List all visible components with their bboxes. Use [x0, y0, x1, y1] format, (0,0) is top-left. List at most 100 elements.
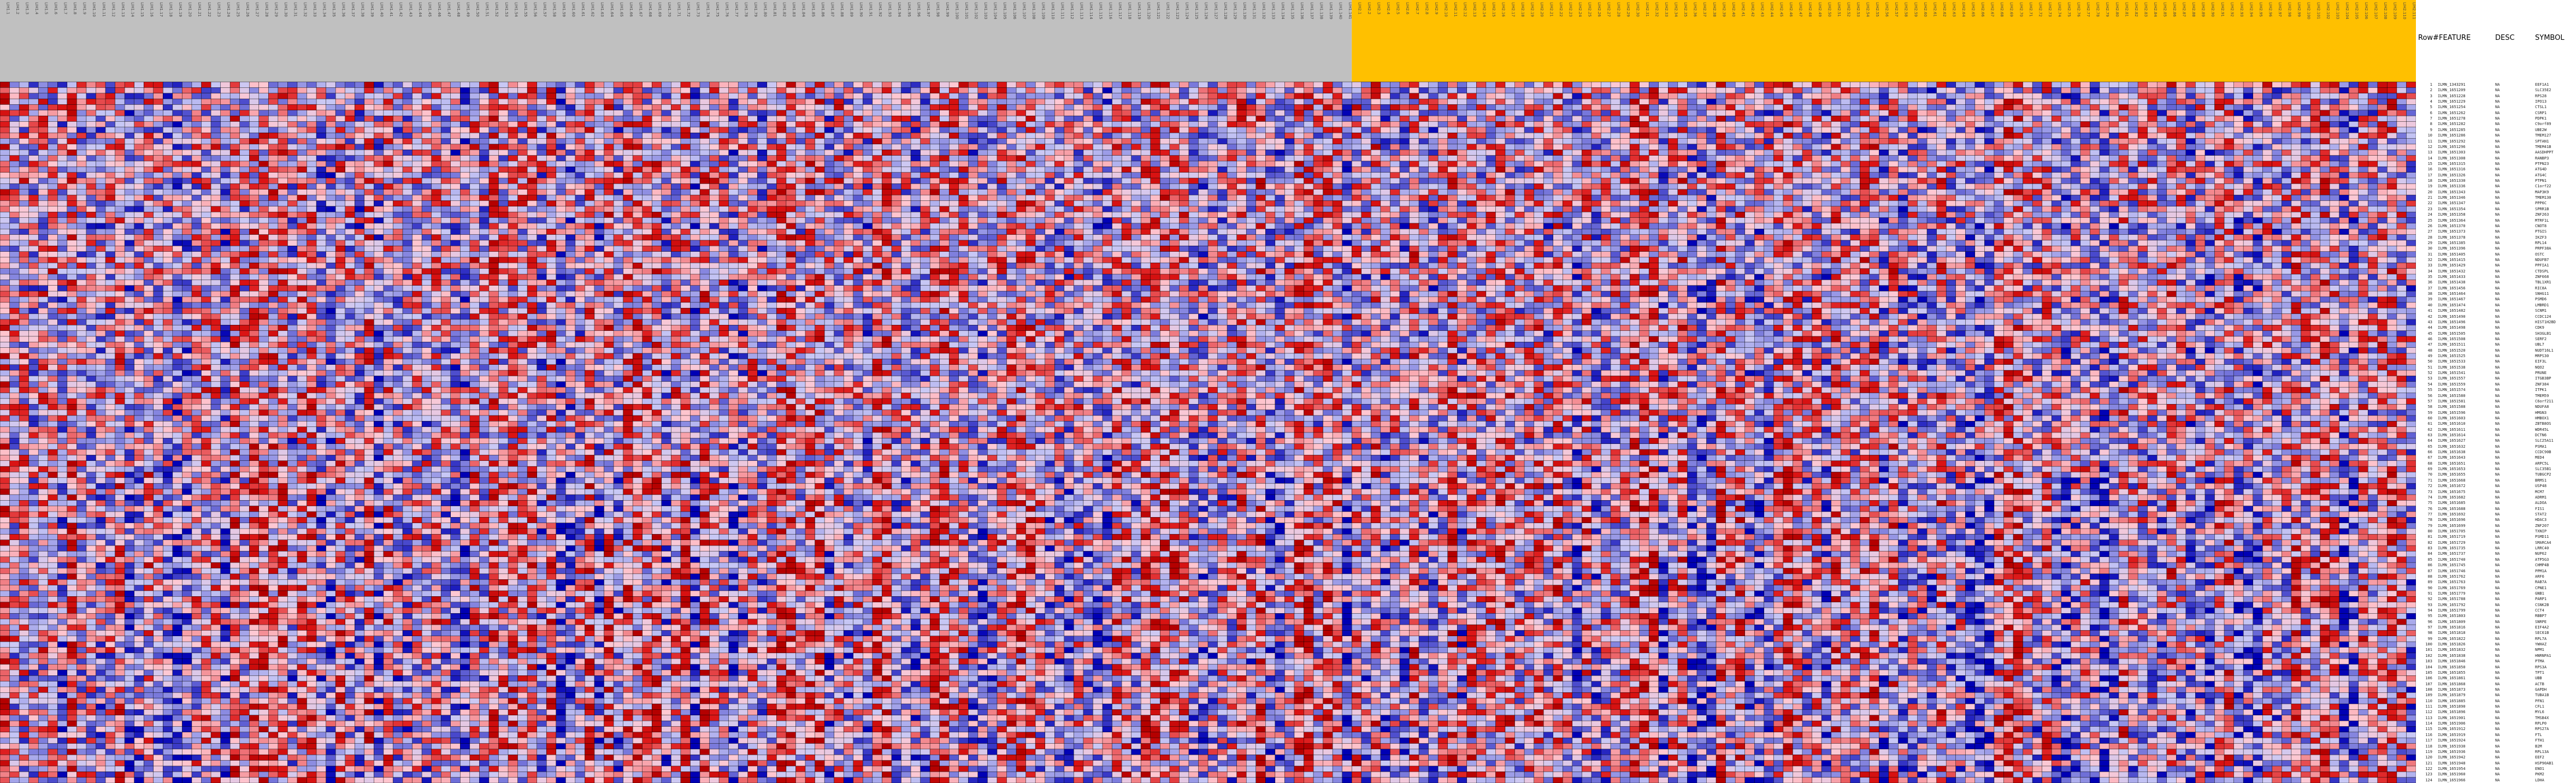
heatmap-cell	[19, 150, 29, 156]
heatmap-cell	[690, 127, 700, 133]
heatmap-cell	[1735, 93, 1745, 99]
heatmap-cell	[1831, 116, 1841, 122]
heatmap-cell	[1256, 110, 1266, 116]
heatmap-cell	[719, 167, 729, 173]
heatmap-cell	[1706, 116, 1716, 122]
heatmap-cell	[671, 99, 681, 105]
heatmap-cell	[824, 161, 834, 167]
heatmap-cell	[2320, 150, 2330, 156]
heatmap-cell	[1515, 82, 1525, 88]
heatmap-cell	[1802, 82, 1812, 88]
heatmap-cell	[1035, 93, 1045, 99]
heatmap-cell	[921, 156, 930, 162]
heatmap-cell	[432, 99, 441, 105]
heatmap-cell	[1630, 127, 1640, 133]
column-label: LIH2.70	[2019, 2, 2023, 17]
heatmap-cell	[2406, 87, 2416, 93]
heatmap-cell	[1429, 99, 1439, 105]
heatmap-cell	[2378, 144, 2388, 150]
heatmap-cell	[2330, 116, 2339, 122]
heatmap-cell	[1198, 156, 1208, 162]
heatmap-cell	[863, 82, 873, 88]
heatmap-cell	[518, 93, 528, 99]
heatmap-cell	[700, 139, 710, 145]
heatmap-cell	[432, 104, 441, 110]
heatmap-cell	[1400, 127, 1410, 133]
heatmap-cell	[403, 133, 412, 139]
heatmap-cell	[144, 99, 154, 105]
heatmap-cell	[2138, 93, 2148, 99]
heatmap-cell	[2061, 104, 2071, 110]
heatmap-cell	[2176, 144, 2186, 150]
heatmap-cell	[1218, 110, 1228, 116]
heatmap-cell	[1975, 93, 1985, 99]
column-label: LIH1.11	[102, 2, 106, 17]
heatmap-cell	[67, 116, 77, 122]
heatmap-cell	[1812, 156, 1822, 162]
heatmap-cell	[479, 82, 489, 88]
heatmap-cell	[1342, 116, 1352, 122]
heatmap-cell	[403, 121, 412, 127]
heatmap-cell	[1495, 161, 1505, 167]
heatmap-cell	[2224, 116, 2234, 122]
heatmap-cell	[2071, 121, 2080, 127]
heatmap-cell	[125, 110, 134, 116]
heatmap-cell	[2262, 121, 2272, 127]
heatmap-cell	[815, 82, 825, 88]
heatmap-cell	[1611, 116, 1620, 122]
heatmap-cell	[575, 87, 585, 93]
heatmap-cell	[1678, 121, 1688, 127]
heatmap-cell	[1256, 87, 1266, 93]
heatmap-cell	[307, 150, 317, 156]
heatmap-cell	[518, 121, 528, 127]
heatmap-cell	[1534, 150, 1544, 156]
heatmap-cell	[1246, 156, 1256, 162]
heatmap-cell	[1640, 150, 1649, 156]
heatmap-cell	[834, 127, 844, 133]
heatmap-cell	[623, 93, 633, 99]
heatmap-cell	[1131, 121, 1141, 127]
heatmap-cell	[1342, 150, 1352, 156]
heatmap-cell	[1937, 156, 1947, 162]
heatmap-cell	[1591, 87, 1601, 93]
heatmap-cell	[911, 156, 921, 162]
heatmap-cell	[1582, 82, 1591, 88]
heatmap-cell	[1476, 127, 1486, 133]
heatmap-cell	[1764, 121, 1774, 127]
column-label: LIH2.55	[1875, 2, 1879, 17]
heatmap-cell	[1754, 116, 1764, 122]
heatmap-cell	[1026, 104, 1036, 110]
heatmap-cell	[2119, 127, 2129, 133]
heatmap-cell	[1457, 127, 1467, 133]
heatmap-cell	[2310, 93, 2320, 99]
heatmap-cell	[2387, 144, 2397, 150]
heatmap-cell	[182, 127, 192, 133]
heatmap-cell	[1064, 139, 1074, 145]
heatmap-cell	[594, 87, 604, 93]
heatmap-cell	[1975, 127, 1985, 133]
heatmap-cell	[2310, 110, 2320, 116]
heatmap-cell	[1016, 156, 1026, 162]
column-label: LIH2.110	[2402, 2, 2407, 19]
heatmap-cell	[1122, 104, 1131, 110]
heatmap-cell	[1773, 87, 1783, 93]
heatmap-cell	[604, 116, 614, 122]
heatmap-cell	[249, 150, 259, 156]
heatmap-cell	[690, 161, 700, 167]
heatmap-cell	[1438, 93, 1448, 99]
heatmap-cell	[1093, 82, 1103, 88]
heatmap-cell	[1333, 150, 1342, 156]
heatmap-cell	[489, 150, 499, 156]
heatmap-cell	[2157, 156, 2167, 162]
heatmap-cell	[1563, 82, 1572, 88]
heatmap-cell	[1946, 161, 1956, 167]
heatmap-cell	[795, 104, 805, 110]
heatmap-cell	[1831, 139, 1841, 145]
heatmap-cell	[1793, 121, 1802, 127]
heatmap-cell	[76, 139, 86, 145]
heatmap-cell	[1323, 161, 1333, 167]
heatmap-cell	[2349, 156, 2359, 162]
heatmap-cell	[1965, 139, 1975, 145]
heatmap-cell	[2042, 133, 2052, 139]
heatmap-cell	[441, 99, 451, 105]
